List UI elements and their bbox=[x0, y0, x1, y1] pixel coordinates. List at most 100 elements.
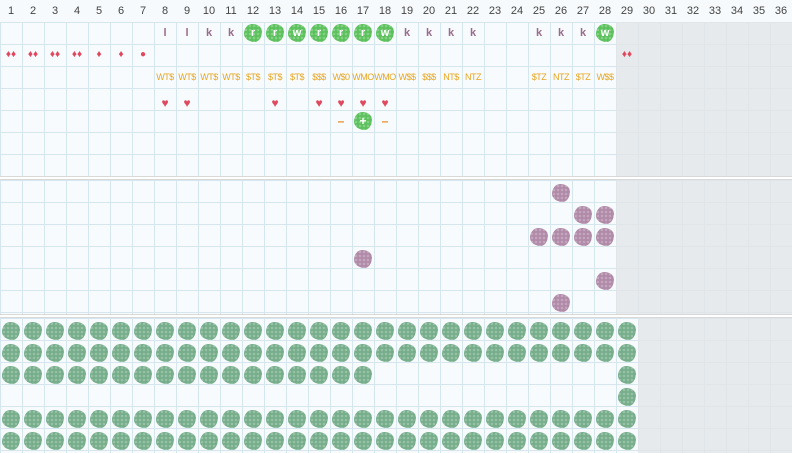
sage-cell-row-4-day-4[interactable] bbox=[66, 408, 88, 430]
sage-cell-row-0-day-29[interactable] bbox=[616, 320, 638, 342]
sage-cell-row-4-day-24[interactable] bbox=[506, 408, 528, 430]
sage-cell-row-5-day-1[interactable] bbox=[0, 430, 22, 452]
sage-cell-row-1-day-26[interactable] bbox=[550, 342, 572, 364]
sage-cell-row-0-day-23[interactable] bbox=[484, 320, 506, 342]
drop-cell-day-2[interactable]: ♦♦ bbox=[22, 44, 44, 66]
sage-cell-row-4-day-29[interactable] bbox=[616, 408, 638, 430]
sage-cell-row-4-day-1[interactable] bbox=[0, 408, 22, 430]
sage-cell-row-4-day-13[interactable] bbox=[264, 408, 286, 430]
sage-cell-row-1-day-6[interactable] bbox=[110, 342, 132, 364]
sage-cell-row-1-day-25[interactable] bbox=[528, 342, 550, 364]
sage-cell-row-0-day-19[interactable] bbox=[396, 320, 418, 342]
sage-cell-row-5-day-27[interactable] bbox=[572, 430, 594, 452]
heart-cell-day-18[interactable]: ♥ bbox=[374, 92, 396, 114]
drop-cell-day-4[interactable]: ♦♦ bbox=[66, 44, 88, 66]
sage-cell-row-1-day-10[interactable] bbox=[198, 342, 220, 364]
sage-cell-row-2-day-13[interactable] bbox=[264, 364, 286, 386]
letter-cell-day-19[interactable]: k bbox=[396, 22, 418, 44]
sage-cell-row-5-day-11[interactable] bbox=[220, 430, 242, 452]
sage-cell-row-1-day-13[interactable] bbox=[264, 342, 286, 364]
sage-cell-row-1-day-7[interactable] bbox=[132, 342, 154, 364]
letter-cell-day-11[interactable]: k bbox=[220, 22, 242, 44]
mauve-cell-row-1-day-28[interactable] bbox=[594, 204, 616, 226]
sage-cell-row-0-day-15[interactable] bbox=[308, 320, 330, 342]
mauve-cell-row-4-day-28[interactable] bbox=[594, 270, 616, 292]
tag-cell-day-19[interactable]: W$$ bbox=[396, 66, 418, 88]
sage-cell-row-4-day-25[interactable] bbox=[528, 408, 550, 430]
heart-cell-day-9[interactable]: ♥ bbox=[176, 92, 198, 114]
sage-cell-row-4-day-8[interactable] bbox=[154, 408, 176, 430]
heart-cell-day-8[interactable]: ♥ bbox=[154, 92, 176, 114]
letter-cell-day-14[interactable]: w bbox=[286, 22, 308, 44]
heart-cell-day-15[interactable]: ♥ bbox=[308, 92, 330, 114]
letter-cell-day-13[interactable]: r bbox=[264, 22, 286, 44]
tag-cell-day-16[interactable]: W$0 bbox=[330, 66, 352, 88]
sage-cell-row-4-day-18[interactable] bbox=[374, 408, 396, 430]
letter-cell-day-10[interactable]: k bbox=[198, 22, 220, 44]
sage-cell-row-4-day-7[interactable] bbox=[132, 408, 154, 430]
sage-cell-row-1-day-4[interactable] bbox=[66, 342, 88, 364]
sage-cell-row-0-day-11[interactable] bbox=[220, 320, 242, 342]
sage-cell-row-0-day-7[interactable] bbox=[132, 320, 154, 342]
sage-cell-row-4-day-27[interactable] bbox=[572, 408, 594, 430]
sage-cell-row-0-day-5[interactable] bbox=[88, 320, 110, 342]
sage-cell-row-0-day-16[interactable] bbox=[330, 320, 352, 342]
drop-cell-day-6[interactable]: ♦ bbox=[110, 44, 132, 66]
mauve-cell-row-2-day-26[interactable] bbox=[550, 226, 572, 248]
sage-cell-row-1-day-5[interactable] bbox=[88, 342, 110, 364]
tag-cell-day-11[interactable]: WT$ bbox=[220, 66, 242, 88]
tag-cell-day-27[interactable]: $TZ bbox=[572, 66, 594, 88]
letter-cell-day-20[interactable]: k bbox=[418, 22, 440, 44]
sage-cell-row-1-day-23[interactable] bbox=[484, 342, 506, 364]
sage-cell-row-3-day-29[interactable] bbox=[616, 386, 638, 408]
sage-cell-row-5-day-20[interactable] bbox=[418, 430, 440, 452]
mauve-cell-row-1-day-27[interactable] bbox=[572, 204, 594, 226]
sage-cell-row-4-day-6[interactable] bbox=[110, 408, 132, 430]
sage-cell-row-5-day-22[interactable] bbox=[462, 430, 484, 452]
tag-cell-day-17[interactable]: WMO bbox=[352, 66, 374, 88]
sage-cell-row-2-day-7[interactable] bbox=[132, 364, 154, 386]
sage-cell-row-5-day-8[interactable] bbox=[154, 430, 176, 452]
tag-cell-day-8[interactable]: WT$ bbox=[154, 66, 176, 88]
tag-cell-day-9[interactable]: WT$ bbox=[176, 66, 198, 88]
drop-cell-day-3[interactable]: ♦♦ bbox=[44, 44, 66, 66]
sage-cell-row-2-day-5[interactable] bbox=[88, 364, 110, 386]
sage-cell-row-1-day-27[interactable] bbox=[572, 342, 594, 364]
mauve-cell-row-2-day-25[interactable] bbox=[528, 226, 550, 248]
sage-cell-row-0-day-21[interactable] bbox=[440, 320, 462, 342]
tag-cell-day-10[interactable]: WT$ bbox=[198, 66, 220, 88]
letter-cell-day-27[interactable]: k bbox=[572, 22, 594, 44]
sage-cell-row-5-day-15[interactable] bbox=[308, 430, 330, 452]
sage-cell-row-4-day-22[interactable] bbox=[462, 408, 484, 430]
sage-cell-row-1-day-21[interactable] bbox=[440, 342, 462, 364]
sage-cell-row-0-day-14[interactable] bbox=[286, 320, 308, 342]
sage-cell-row-1-day-19[interactable] bbox=[396, 342, 418, 364]
sage-cell-row-0-day-25[interactable] bbox=[528, 320, 550, 342]
drop-cell-day-29[interactable]: ♦♦ bbox=[616, 44, 638, 66]
tag-cell-day-15[interactable]: $$$ bbox=[308, 66, 330, 88]
sage-cell-row-5-day-7[interactable] bbox=[132, 430, 154, 452]
sage-cell-row-1-day-2[interactable] bbox=[22, 342, 44, 364]
tag-cell-day-25[interactable]: $TZ bbox=[528, 66, 550, 88]
sage-cell-row-4-day-10[interactable] bbox=[198, 408, 220, 430]
sage-cell-row-4-day-5[interactable] bbox=[88, 408, 110, 430]
mauve-cell-row-5-day-26[interactable] bbox=[550, 292, 572, 314]
sage-cell-row-2-day-4[interactable] bbox=[66, 364, 88, 386]
sage-cell-row-0-day-26[interactable] bbox=[550, 320, 572, 342]
mauve-cell-row-0-day-26[interactable] bbox=[550, 182, 572, 204]
heart-cell-day-13[interactable]: ♥ bbox=[264, 92, 286, 114]
letter-cell-day-28[interactable]: w bbox=[594, 22, 616, 44]
sage-cell-row-1-day-24[interactable] bbox=[506, 342, 528, 364]
sage-cell-row-1-day-20[interactable] bbox=[418, 342, 440, 364]
sage-cell-row-5-day-12[interactable] bbox=[242, 430, 264, 452]
sage-cell-row-0-day-10[interactable] bbox=[198, 320, 220, 342]
sage-cell-row-5-day-9[interactable] bbox=[176, 430, 198, 452]
sage-cell-row-5-day-21[interactable] bbox=[440, 430, 462, 452]
sage-cell-row-1-day-15[interactable] bbox=[308, 342, 330, 364]
sage-cell-row-2-day-9[interactable] bbox=[176, 364, 198, 386]
sage-cell-row-0-day-24[interactable] bbox=[506, 320, 528, 342]
sage-cell-row-5-day-5[interactable] bbox=[88, 430, 110, 452]
sage-cell-row-0-day-12[interactable] bbox=[242, 320, 264, 342]
sage-cell-row-0-day-3[interactable] bbox=[44, 320, 66, 342]
tag-cell-day-18[interactable]: WMO bbox=[374, 66, 396, 88]
